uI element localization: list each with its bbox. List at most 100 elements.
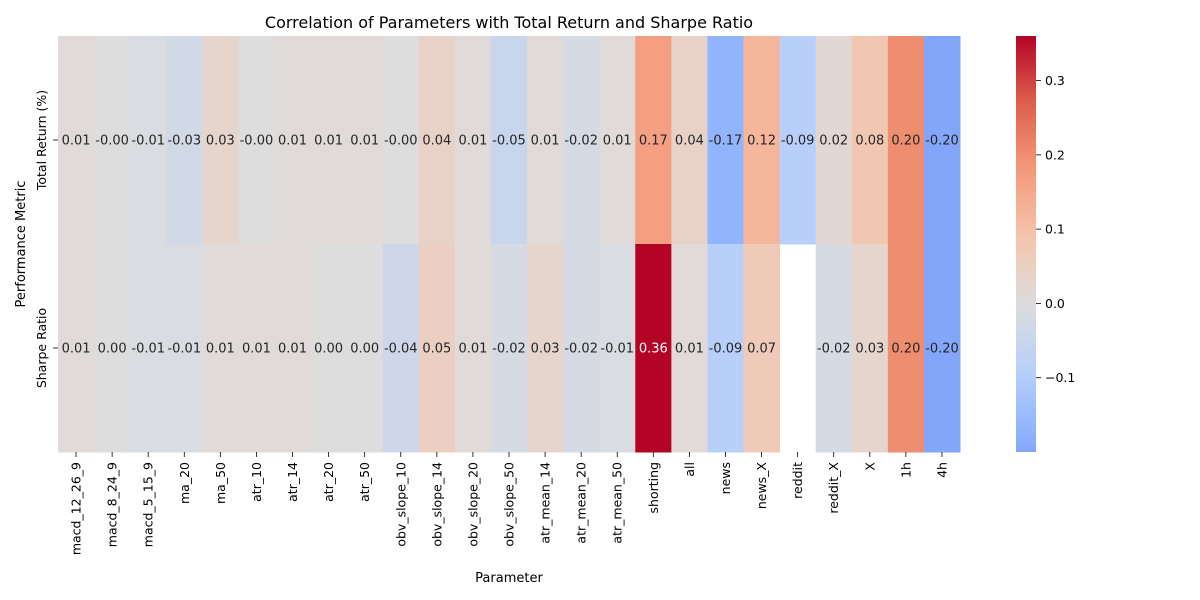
heatmap-cell	[923, 244, 961, 453]
y-tick-label: Total Return (%)	[34, 90, 49, 191]
cell-annotation: 0.12	[747, 134, 776, 149]
x-tick-label: all	[682, 462, 697, 477]
heatmap-cell	[563, 244, 600, 453]
heatmap-cell	[490, 244, 528, 453]
x-tick-label: obv_slope_14	[429, 462, 444, 547]
heatmap-cell	[310, 36, 348, 245]
heatmap-cell	[743, 244, 781, 453]
heatmap-cell	[238, 244, 275, 453]
heatmap-cell	[454, 36, 492, 245]
heatmap-cell	[274, 244, 312, 453]
heatmap-cell	[202, 244, 239, 453]
x-tick-label: atr_50	[357, 462, 372, 502]
cell-annotation: 0.07	[747, 342, 776, 357]
cell-annotation: 0.01	[350, 134, 379, 149]
colorbar-tick-label: −0.1	[1045, 370, 1075, 385]
cell-annotation: -0.20	[925, 342, 959, 357]
heatmap-cell	[382, 244, 420, 453]
colorbar-tick-label: 0.2	[1045, 147, 1065, 162]
heatmap-cell	[130, 244, 167, 453]
x-tick-label: atr_mean_20	[574, 462, 589, 544]
heatmap-cell	[454, 244, 492, 453]
heatmap-cell	[202, 36, 239, 245]
x-tick-label: atr_20	[321, 462, 336, 502]
cell-annotation: -0.01	[600, 342, 634, 357]
heatmap-cell	[238, 36, 275, 245]
cell-annotation: 0.08	[855, 134, 884, 149]
cell-annotation: 0.01	[278, 134, 307, 149]
x-tick-label: atr_10	[249, 462, 264, 502]
heatmap-cell	[851, 36, 889, 245]
x-tick-label: obv_slope_50	[502, 462, 517, 547]
heatmap-cells	[58, 36, 961, 453]
cell-annotation: -0.02	[492, 342, 526, 357]
heatmap-cell	[58, 244, 95, 453]
x-tick-label: atr_mean_14	[538, 462, 553, 544]
x-tick-label: news_X	[754, 462, 769, 510]
cell-annotation: 0.01	[242, 342, 271, 357]
heatmap-annotations: 0.01 -0.00 -0.01 -0.03 0.03 -0.00 0.01 0.01 0.01…	[62, 134, 959, 357]
cell-annotation: -0.02	[564, 342, 598, 357]
cell-annotation: 0.02	[819, 134, 848, 149]
y-tick-label: Sharpe Ratio	[34, 308, 49, 388]
cell-annotation: -0.01	[167, 342, 201, 357]
cell-annotation: -0.05	[492, 134, 526, 149]
x-tick-label: 1h	[898, 462, 913, 478]
x-axis-ticks: macd_12_26_9 macd_8_24_9 macd_5_15_9 ma_20 m…	[69, 452, 949, 555]
cell-annotation: -0.00	[384, 134, 418, 149]
colorbar-tick-label: 0.0	[1045, 296, 1065, 311]
heatmap-cell	[346, 244, 384, 453]
cell-annotation: 0.03	[855, 342, 884, 357]
cell-annotation: 0.00	[98, 342, 127, 357]
cell-annotation: 0.03	[206, 134, 235, 149]
colorbar: −0.1 0.0 0.1 0.2 0.3	[1016, 36, 1075, 452]
heatmap-cell	[743, 36, 781, 245]
colorbar-tick-label: 0.3	[1045, 73, 1065, 88]
heatmap-cell	[707, 244, 745, 453]
heatmap-cell	[815, 244, 853, 453]
heatmap-cell	[923, 36, 961, 245]
x-tick-label: obv_slope_20	[465, 462, 480, 547]
heatmap-cell	[707, 36, 745, 245]
cell-annotation: -0.01	[131, 342, 165, 357]
cell-annotation: 0.01	[531, 134, 560, 149]
x-tick-label: 4h	[934, 462, 949, 478]
cell-annotation: 0.01	[458, 342, 487, 357]
x-tick-label: macd_8_24_9	[105, 462, 120, 547]
cell-annotation: -0.03	[167, 134, 201, 149]
heatmap-cell	[94, 36, 131, 245]
y-axis-label: Performance Metric	[14, 181, 29, 308]
cell-annotation: -0.02	[564, 134, 598, 149]
x-tick-label: news	[718, 462, 733, 494]
cell-annotation: 0.20	[891, 342, 920, 357]
cell-annotation: 0.01	[603, 134, 632, 149]
x-tick-label: ma_50	[213, 462, 228, 504]
cell-annotation: -0.01	[131, 134, 165, 149]
x-tick-label: X	[862, 462, 877, 471]
x-tick-label: macd_5_15_9	[141, 462, 156, 547]
cell-annotation: 0.00	[350, 342, 379, 357]
heatmap-cell	[815, 36, 853, 245]
cell-annotation: -0.02	[817, 342, 851, 357]
x-tick-label: ma_20	[177, 462, 192, 504]
cell-annotation: -0.00	[240, 134, 274, 149]
cell-annotation: 0.01	[314, 134, 343, 149]
heatmap-cell	[635, 36, 672, 245]
cell-annotation: 0.36	[639, 342, 668, 357]
cell-annotation: 0.01	[675, 342, 704, 357]
heatmap-cell	[887, 244, 925, 453]
cell-annotation: 0.05	[422, 342, 451, 357]
heatmap-cell	[490, 36, 528, 245]
heatmap-cell	[166, 36, 203, 245]
cell-annotation: 0.01	[62, 134, 91, 149]
cell-annotation: 0.20	[891, 134, 920, 149]
heatmap-cell	[671, 244, 708, 453]
heatmap-cell	[310, 244, 348, 453]
x-tick-label: macd_12_26_9	[69, 462, 84, 555]
cell-annotation: -0.09	[709, 342, 743, 357]
cell-annotation: 0.17	[639, 134, 668, 149]
x-tick-label: shorting	[646, 462, 661, 513]
cell-annotation: -0.17	[709, 134, 743, 149]
heatmap-cell	[671, 36, 708, 245]
